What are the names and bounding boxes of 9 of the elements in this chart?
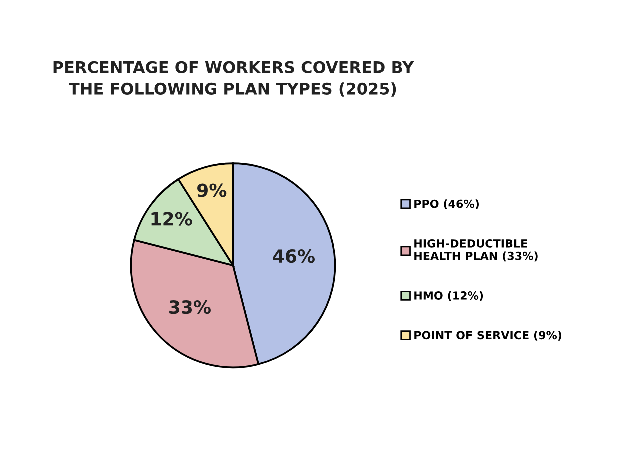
legend-label: PPO (46%) [414, 200, 479, 210]
chart-title: PERCENTAGE OF WORKERS COVERED BY THE FOLLOWING PLAN TYPES (2025) [54, 61, 414, 97]
legend-label: HIGH-DEDUCTIBLE HEALTH PLAN (33%) [414, 239, 538, 262]
legend-label: POINT OF SERVICE (9%) [414, 331, 562, 341]
legend-label: HMO (12%) [414, 291, 484, 302]
data-label: 33% [170, 300, 211, 314]
data-label: 9% [197, 184, 227, 198]
data-label: 12% [152, 212, 192, 226]
data-label: 46% [273, 250, 315, 264]
